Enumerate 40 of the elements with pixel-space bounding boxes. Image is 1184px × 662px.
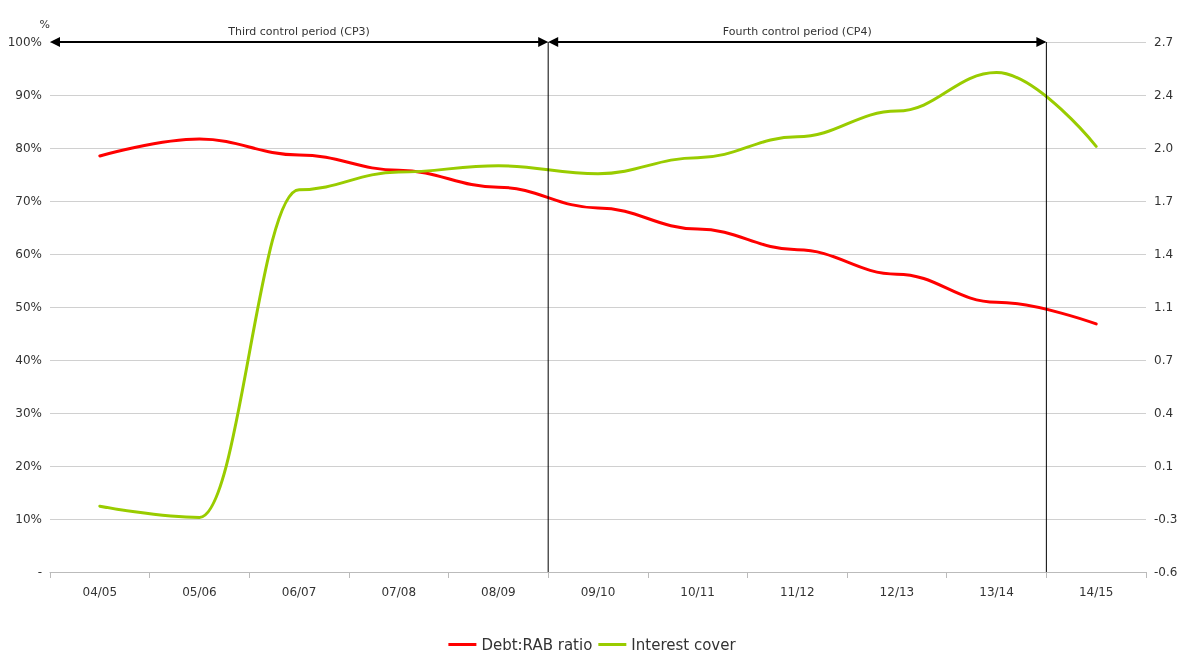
y-tick-label: 20% <box>15 459 42 473</box>
y2-tick-label: -0.6 <box>1154 565 1178 579</box>
y-tick-label: 30% <box>15 406 42 420</box>
x-tick-label: 08/09 <box>481 585 516 599</box>
legend-label: Interest cover <box>631 635 737 654</box>
text: Fourth control period (CP4) <box>722 25 872 38</box>
y2-tick-label: 2.4 <box>1154 88 1174 102</box>
text: Third control period (CP3) <box>227 25 370 38</box>
y-axis-title: % <box>39 18 50 31</box>
y-tick-label: 100% <box>7 35 42 49</box>
y-tick-label: 60% <box>15 247 42 261</box>
legend-label: Debt:RAB ratio <box>481 635 593 654</box>
x-tick-label: 05/06 <box>182 585 217 599</box>
line-series <box>98 71 1098 519</box>
y2-tick-label: 1.1 <box>1154 300 1174 314</box>
x-tick-label: 10/11 <box>680 585 715 599</box>
y2-tick-label: -0.3 <box>1154 512 1178 526</box>
line-series <box>98 137 1098 326</box>
x-tick-label: 07/08 <box>381 585 417 599</box>
y2-tick-label: 2.0 <box>1154 141 1174 155</box>
x-tick-label: 13/14 <box>979 585 1014 599</box>
y-tick-label: 90% <box>15 88 42 102</box>
y2-tick-label: 1.7 <box>1154 194 1174 208</box>
y-tick-label: 80% <box>15 141 42 155</box>
x-tick-label: 06/07 <box>281 585 317 599</box>
y-tick-label: 70% <box>15 194 42 208</box>
y2-tick-label: 1.4 <box>1154 247 1174 261</box>
y2-tick-label: 0.4 <box>1154 406 1174 420</box>
y2-tick-label: 2.7 <box>1154 35 1174 49</box>
x-tick-label: 11/12 <box>779 585 815 599</box>
y-tick-label: 10% <box>15 512 42 526</box>
y-tick-label: - <box>37 565 42 579</box>
x-tick-label: 09/10 <box>580 585 616 599</box>
y2-tick-label: 0.7 <box>1154 353 1174 367</box>
x-tick-label: 04/05 <box>82 585 118 599</box>
y2-tick-label: 0.1 <box>1154 459 1174 473</box>
x-tick-label: 12/13 <box>879 585 915 599</box>
x-tick-label: 14/15 <box>1078 585 1114 599</box>
y-tick-label: 50% <box>15 300 42 314</box>
y-tick-label: 40% <box>15 353 42 367</box>
